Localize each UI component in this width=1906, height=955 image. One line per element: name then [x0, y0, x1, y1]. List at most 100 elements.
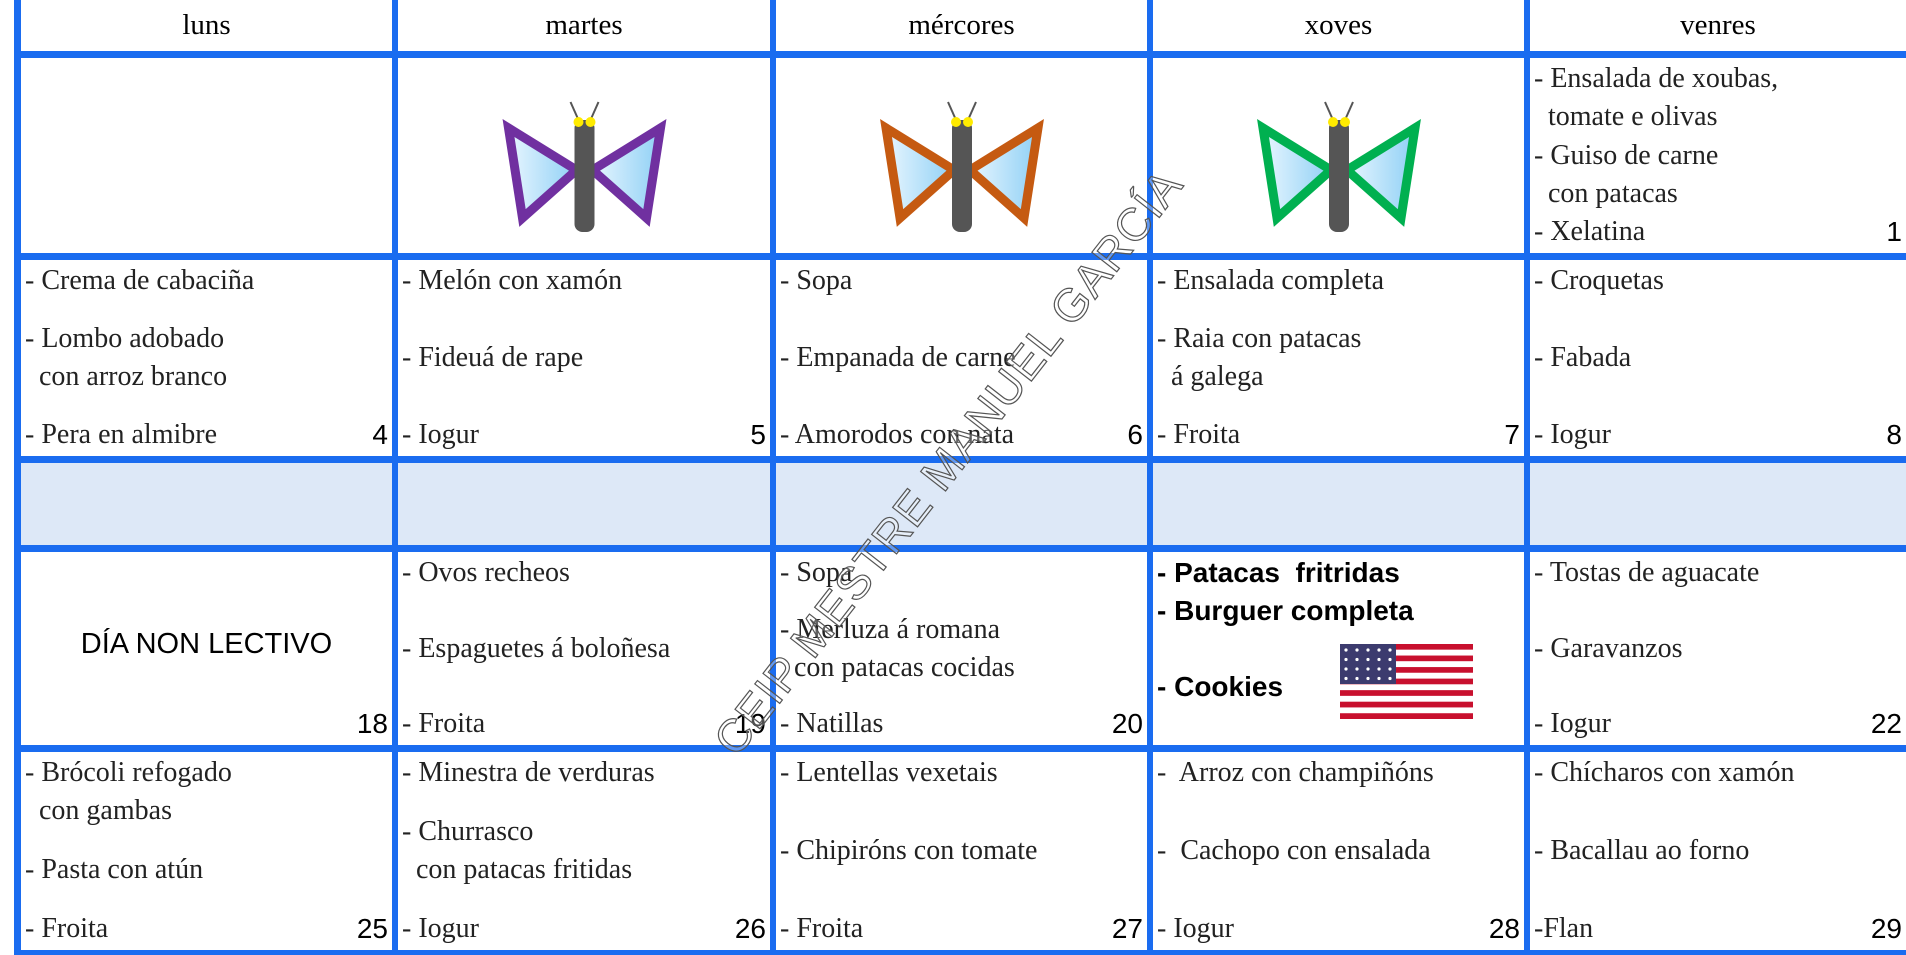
- dish: - Froita: [780, 913, 864, 944]
- dish: - Tostas de aguacate: [1534, 557, 1760, 588]
- dish: - Burguer completa: [1157, 595, 1414, 626]
- dish-list: - Ensalada de xoubas, tomate e olivas - G…: [1534, 60, 1902, 251]
- dish: - Iogur: [402, 913, 479, 944]
- dish: - Amorodos con nata: [780, 419, 1015, 450]
- day-header: venres: [1530, 0, 1906, 51]
- dish-list: - Crema de cabaciña - Lombo adobado con a…: [25, 262, 388, 454]
- dish: - Iogur: [402, 419, 479, 450]
- menu-cell: - Tostas de aguacate - Garavanzos - Iogur 2…: [1530, 552, 1906, 745]
- day-header: mércores: [776, 0, 1147, 51]
- dish: - Chipiróns con tomate: [780, 835, 1038, 866]
- day-number: 26: [734, 913, 766, 944]
- dish: - Ovos recheos: [402, 557, 570, 588]
- dish-list: - Ovos recheos - Espaguetes á boloñesa - F…: [402, 554, 766, 743]
- dish: - Sopa: [780, 557, 853, 588]
- menu-cell: - Lentellas vexetais - Chipiróns con toma…: [776, 752, 1147, 950]
- dish: - Melón con xamón: [402, 265, 623, 296]
- dish: - Croquetas: [1534, 265, 1664, 296]
- menu-cell: - Ensalada completa - Raia con patacas á …: [1153, 260, 1524, 456]
- day-header: martes: [398, 0, 770, 51]
- day-number: 25: [356, 913, 388, 944]
- dish-list: - Patacas fritridas - Burguer completa - C…: [1157, 554, 1520, 743]
- dish: - Espaguetes á boloñesa: [402, 632, 671, 664]
- day-number: 27: [1111, 913, 1143, 944]
- butterfly-image: [1257, 101, 1421, 232]
- dish-list: - Melón con xamón - Fideuá de rape - Iogur: [402, 262, 766, 454]
- butterfly-image: [502, 101, 667, 232]
- day-header: luns: [21, 0, 392, 51]
- dish: - Lombo adobado con arroz branco: [25, 323, 228, 392]
- note: DÍA NON LECTIVO: [80, 628, 333, 660]
- day-number: 4: [372, 419, 388, 450]
- dish: -Flan: [1534, 913, 1594, 944]
- dish-list: - Tostas de aguacate - Garavanzos - Iogur: [1534, 554, 1902, 743]
- dish-list: - Brócoli refogado con gambas - Pasta con…: [25, 754, 388, 948]
- menu-cell: - Melón con xamón - Fideuá de rape - Iogur…: [398, 260, 770, 456]
- dish: - Garavanzos: [1534, 632, 1683, 664]
- dish: - Lentellas vexetais: [780, 757, 998, 788]
- menu-cell: - Sopa - Empanada de carne - Amorodos con …: [776, 260, 1147, 456]
- dish-list: - Lentellas vexetais - Chipiróns con toma…: [780, 754, 1143, 948]
- dish-list: - Chícharos con xamón - Bacallau ao forno…: [1534, 754, 1902, 948]
- dish: - Fideuá de rape: [402, 342, 584, 373]
- menu-cell: - Crema de cabaciña - Lombo adobado con a…: [21, 260, 392, 456]
- menu-cell: - Ovos recheos - Espaguetes á boloñesa - F…: [398, 552, 770, 745]
- dish: - Brócoli refogado con gambas: [25, 757, 232, 826]
- dish: - Pera en almibre: [25, 419, 218, 450]
- dish: - Minestra de verduras: [402, 757, 655, 788]
- menu-cell: - Croquetas - Fabada - Iogur 8: [1530, 260, 1906, 456]
- menu-cell: - Chícharos con xamón - Bacallau ao forno…: [1530, 752, 1906, 950]
- day-number: 1: [1886, 216, 1902, 247]
- menu-cell: [1153, 463, 1524, 545]
- day-header: xoves: [1153, 0, 1524, 51]
- day-number: 6: [1127, 419, 1143, 450]
- dish: - Empanada de carne: [780, 342, 1016, 373]
- menu-cell: [1530, 463, 1906, 545]
- dish: - Sopa: [780, 265, 853, 296]
- day-number: 5: [750, 419, 766, 450]
- dish: - Ensalada completa: [1157, 265, 1385, 296]
- dish: - Iogur: [1157, 913, 1234, 944]
- dish: - Froita: [402, 708, 486, 739]
- dish: - Churrasco con patacas fritidas: [402, 816, 633, 885]
- day-number: 29: [1870, 913, 1902, 944]
- dish: - Fabada: [1534, 342, 1632, 373]
- day-number: 20: [1111, 708, 1143, 739]
- day-number: 8: [1886, 419, 1902, 450]
- menu-cell: - Minestra de verduras - Churrasco con pa…: [398, 752, 770, 950]
- dish: - Natillas: [780, 708, 884, 739]
- menu-cell: - Patacas fritridas - Burguer completa - C…: [1153, 552, 1524, 745]
- butterfly-image: [880, 101, 1044, 232]
- dish: - Chícharos con xamón: [1534, 757, 1795, 788]
- menu-cell: [1153, 58, 1524, 253]
- menu-cell: [21, 58, 392, 253]
- menu-cell: - Arroz con champiñóns - Cachopo con ensa…: [1153, 752, 1524, 950]
- menu-cell: - Ensalada de xoubas, tomate e olivas - G…: [1530, 58, 1906, 253]
- dish: - Arroz con champiñóns: [1157, 757, 1434, 788]
- dish: - Patacas fritridas: [1157, 557, 1400, 588]
- dish-list: - Minestra de verduras - Churrasco con pa…: [402, 754, 766, 948]
- dish-list: - Ensalada completa - Raia con patacas á …: [1157, 262, 1520, 454]
- dish: - Ensalada de xoubas, tomate e olivas: [1534, 63, 1779, 132]
- menu-cell: - Sopa - Merluza á romana con patacas coc…: [776, 552, 1147, 745]
- dish: - Froita: [1157, 419, 1241, 450]
- menu-cell: [21, 463, 392, 545]
- usa-flag: [1340, 644, 1473, 719]
- dish: - Iogur: [1534, 708, 1611, 739]
- dish: - Cookies: [1157, 671, 1284, 702]
- day-number: 19: [734, 708, 766, 739]
- dish: - Xelatina: [1534, 216, 1646, 247]
- day-number: 7: [1504, 419, 1520, 450]
- dish-list: - Sopa - Merluza á romana con patacas coc…: [780, 554, 1143, 743]
- dish: - Pasta con atún: [25, 854, 204, 885]
- dish: - Bacallau ao forno: [1534, 835, 1750, 866]
- dish: - Froita: [25, 913, 109, 944]
- dish-list: - Sopa - Empanada de carne - Amorodos con …: [780, 262, 1143, 454]
- menu-cell: [776, 463, 1147, 545]
- day-number: 28: [1488, 913, 1520, 944]
- menu-cell: [398, 58, 770, 253]
- dish: - Merluza á romana con patacas cocidas: [780, 613, 1015, 683]
- dish: - Crema de cabaciña: [25, 265, 255, 296]
- menu-calendar: luns martes mércores xoves venres - Ensalada…: [14, 0, 1906, 955]
- menu-cell: [776, 58, 1147, 253]
